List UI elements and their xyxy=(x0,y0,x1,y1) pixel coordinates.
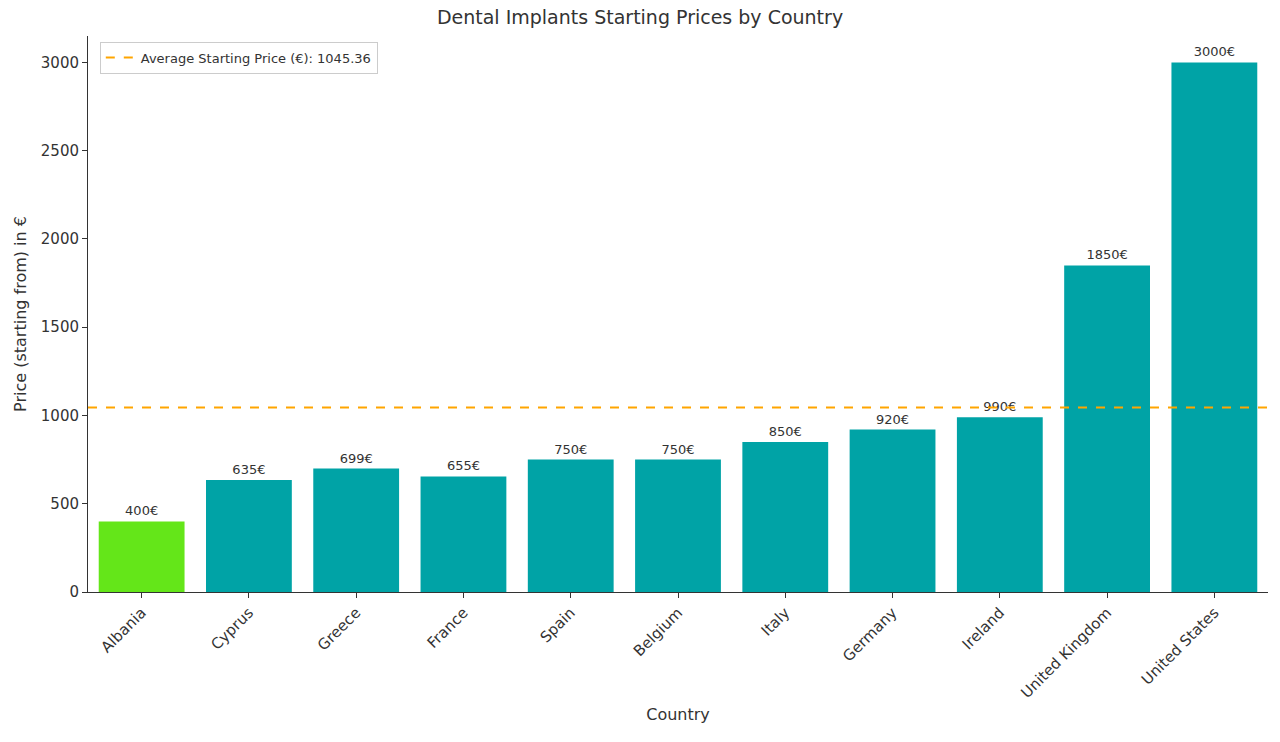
svg-text:Greece: Greece xyxy=(314,604,364,654)
svg-text:990€: 990€ xyxy=(983,399,1016,414)
svg-text:920€: 920€ xyxy=(876,412,909,427)
svg-text:Cyprus: Cyprus xyxy=(207,604,257,654)
svg-text:0: 0 xyxy=(69,583,79,601)
svg-text:Belgium: Belgium xyxy=(630,604,686,660)
svg-text:Ireland: Ireland xyxy=(959,604,1008,653)
svg-text:3000: 3000 xyxy=(41,54,79,72)
svg-text:Albania: Albania xyxy=(97,604,149,656)
svg-text:2000: 2000 xyxy=(41,230,79,248)
svg-text:United Kingdom: United Kingdom xyxy=(1017,604,1115,702)
svg-text:699€: 699€ xyxy=(340,451,373,466)
svg-text:1500: 1500 xyxy=(41,318,79,336)
svg-text:Price (starting from) in €: Price (starting from) in € xyxy=(11,216,30,412)
svg-text:Average Starting Price (€): 10: Average Starting Price (€): 1045.36 xyxy=(141,51,371,66)
svg-text:400€: 400€ xyxy=(125,503,158,518)
svg-text:Italy: Italy xyxy=(758,604,794,640)
svg-text:655€: 655€ xyxy=(447,458,480,473)
svg-text:Germany: Germany xyxy=(839,604,901,666)
svg-text:750€: 750€ xyxy=(554,442,587,457)
svg-text:1000: 1000 xyxy=(41,407,79,425)
svg-text:Country: Country xyxy=(646,705,710,724)
svg-text:France: France xyxy=(424,604,472,652)
svg-text:2500: 2500 xyxy=(41,142,79,160)
svg-text:Spain: Spain xyxy=(536,604,578,646)
svg-text:750€: 750€ xyxy=(661,442,694,457)
svg-text:850€: 850€ xyxy=(769,424,802,439)
svg-text:United States: United States xyxy=(1138,604,1223,689)
svg-text:3000€: 3000€ xyxy=(1194,44,1235,59)
svg-text:Dental Implants Starting Price: Dental Implants Starting Prices by Count… xyxy=(437,6,843,28)
svg-text:635€: 635€ xyxy=(232,462,265,477)
svg-text:500: 500 xyxy=(50,495,79,513)
svg-text:1850€: 1850€ xyxy=(1086,247,1127,262)
